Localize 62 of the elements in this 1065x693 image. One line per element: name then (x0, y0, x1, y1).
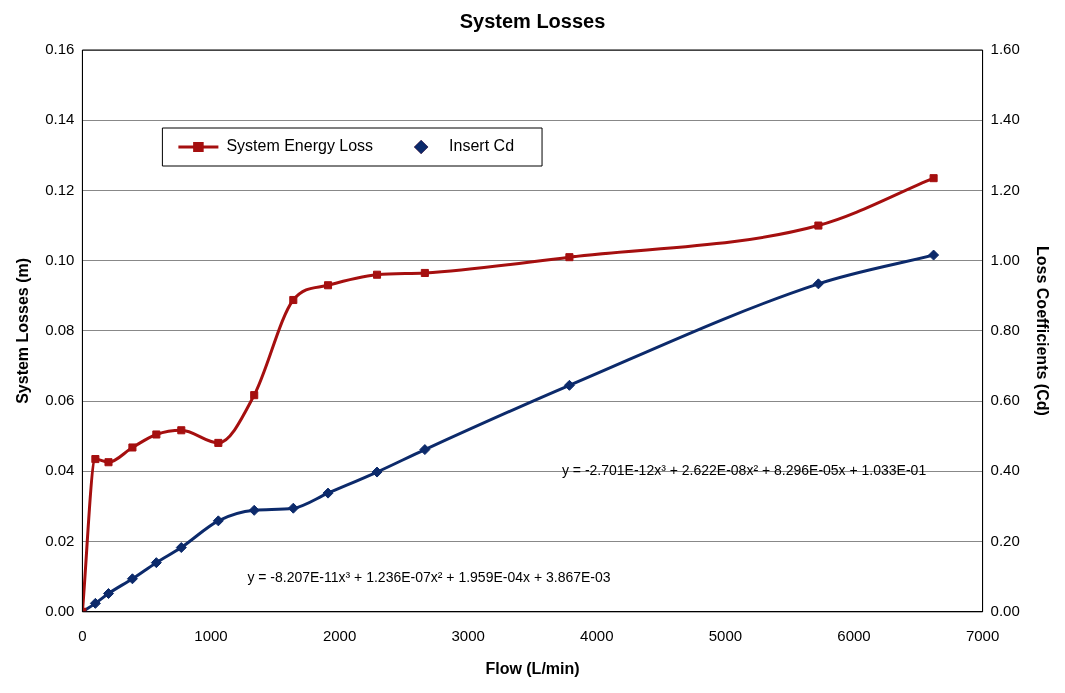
point (928, 249, 940, 261)
x-tick-label: 1000 (194, 626, 228, 644)
y-tick-label: 0.04 (45, 461, 75, 479)
point (126, 573, 138, 585)
y2-tick-label: 0.00 (990, 601, 1020, 619)
point (248, 504, 260, 516)
y-tick-label: 0.02 (45, 531, 75, 549)
legend-label: System Energy Loss (226, 137, 374, 155)
y-tick-label: 0.14 (45, 110, 75, 128)
y2-tick-label: 0.80 (990, 321, 1020, 339)
point (152, 430, 161, 439)
x-tick-label: 5000 (708, 626, 743, 644)
y2-tick-label: 1.60 (990, 40, 1020, 58)
point (91, 455, 100, 464)
y2-tick-label: 1.00 (990, 250, 1020, 268)
point (563, 379, 575, 391)
x-tick-label: 3000 (451, 626, 485, 644)
x-tick-label: 0 (78, 626, 87, 644)
y-tick-label: 0.12 (45, 180, 75, 198)
point (812, 278, 824, 290)
point (150, 557, 162, 569)
chart-title: System Losses (459, 9, 606, 32)
y-tick-label: 0.00 (45, 601, 75, 619)
point (565, 253, 574, 262)
y-tick-label: 0.16 (45, 40, 75, 58)
point (323, 281, 333, 290)
point (814, 221, 823, 230)
point (128, 443, 137, 452)
x-tick-label: 4000 (580, 626, 614, 644)
y2-tick-label: 0.40 (990, 461, 1020, 479)
annotation: y = -8.207E-11x³ + 1.236E-07x² + 1.959E-04x + 3.867E-03 (247, 568, 611, 585)
point (419, 444, 431, 456)
point (372, 270, 382, 279)
point (287, 502, 299, 514)
legend-label: Insert Cd (449, 137, 515, 155)
point (371, 466, 383, 478)
x-axis-title: Flow (L/min) (485, 659, 580, 677)
point (250, 391, 259, 400)
y2-axis-title: Loss Coefficients (Cd) (1033, 246, 1051, 416)
y-axis-title: System Losses (m) (14, 257, 32, 404)
x-tick-label: 2000 (322, 626, 357, 644)
y2-tick-label: 1.20 (990, 180, 1020, 198)
point (420, 268, 429, 277)
y-tick-label: 0.06 (45, 391, 75, 409)
point (89, 597, 101, 609)
point (214, 438, 223, 447)
y-tick-label: 0.10 (45, 250, 75, 268)
point (103, 588, 114, 600)
y-tick-label: 0.08 (45, 321, 75, 339)
point (104, 458, 113, 467)
point (212, 515, 224, 527)
x-tick-label: 6000 (837, 626, 871, 644)
point (322, 487, 334, 499)
point (177, 426, 186, 435)
x-tick-label: 7000 (965, 626, 1000, 644)
point (175, 542, 187, 554)
point (289, 295, 298, 305)
annotation: y = -2.701E-12x³ + 2.622E-08x² + 8.296E-05x + 1.033E-01 (561, 462, 927, 479)
y2-tick-label: 0.20 (990, 531, 1020, 549)
y2-tick-label: 0.60 (990, 391, 1020, 409)
point (929, 174, 938, 183)
y2-tick-label: 1.40 (990, 110, 1020, 128)
